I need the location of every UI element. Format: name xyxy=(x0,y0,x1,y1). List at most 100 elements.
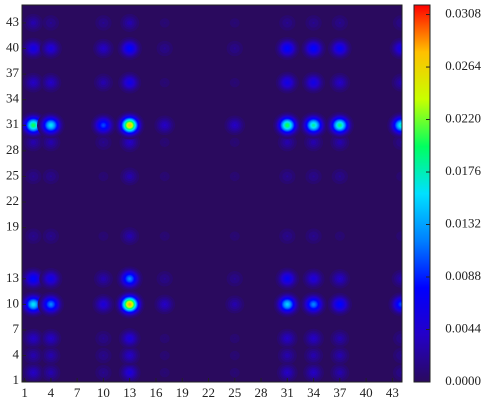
heat-cell xyxy=(387,112,402,139)
heat-cell xyxy=(42,15,60,31)
heat-cell xyxy=(95,134,112,151)
heat-peak xyxy=(286,81,289,84)
heat-cell xyxy=(41,363,61,382)
heat-peak xyxy=(102,47,105,50)
heat-peak xyxy=(128,141,131,144)
heat-peak xyxy=(102,371,105,374)
heat-cell xyxy=(159,350,170,361)
colorbar-tick-label: 0.0044 xyxy=(445,320,481,335)
heat-cell xyxy=(329,268,351,289)
heat-peak xyxy=(32,337,35,340)
heat-peak xyxy=(399,81,402,84)
heat-peak xyxy=(163,337,166,340)
heat-cell xyxy=(302,268,325,290)
y-tick-label: 34 xyxy=(6,91,20,106)
y-tick-label: 37 xyxy=(6,65,20,80)
heat-cell xyxy=(229,333,240,344)
heat-cell xyxy=(396,231,402,241)
heat-peak xyxy=(32,21,35,25)
heat-peak xyxy=(163,21,166,25)
heat-cell xyxy=(330,329,350,348)
heat-cell xyxy=(272,111,302,139)
plot-background xyxy=(22,5,402,382)
heat-cell xyxy=(225,295,245,314)
heat-cell xyxy=(114,290,145,319)
heat-peak xyxy=(286,337,289,340)
heat-cell xyxy=(90,113,117,138)
heat-cell xyxy=(159,77,170,88)
heat-level xyxy=(396,137,402,148)
heat-peak xyxy=(102,81,105,84)
heat-peak xyxy=(49,21,53,25)
heat-peak xyxy=(163,175,166,178)
heat-peak xyxy=(399,47,402,50)
heat-cell xyxy=(396,171,402,182)
heat-cell xyxy=(275,267,300,291)
x-tick-label: 16 xyxy=(149,385,163,400)
heat-level xyxy=(396,367,402,378)
heat-peak xyxy=(312,175,315,178)
y-tick-label: 4 xyxy=(13,347,20,362)
heat-cell xyxy=(391,269,402,288)
heat-cell xyxy=(120,167,140,186)
heat-peak xyxy=(49,303,53,306)
heat-peak xyxy=(32,371,35,374)
heat-cell xyxy=(22,328,44,349)
heat-cell xyxy=(95,15,112,31)
heat-cell xyxy=(275,71,299,94)
heat-cell xyxy=(98,171,109,182)
heat-cell xyxy=(300,291,327,317)
heat-peak xyxy=(399,141,402,144)
colorbar xyxy=(413,4,431,383)
heat-cell xyxy=(154,294,176,315)
heat-cell xyxy=(334,231,345,241)
heat-cell xyxy=(25,228,42,244)
heat-cell xyxy=(303,362,325,382)
heat-cell xyxy=(331,168,349,185)
heat-peak xyxy=(163,47,166,50)
heat-cell xyxy=(305,15,322,31)
heat-peak xyxy=(233,337,236,340)
heat-peak xyxy=(102,141,105,144)
heat-cell xyxy=(116,266,143,292)
heat-peak xyxy=(233,81,236,84)
heat-peak xyxy=(163,277,166,280)
heat-cell xyxy=(275,36,300,61)
heat-peak xyxy=(399,277,402,280)
heat-cell xyxy=(325,111,355,139)
heat-peak xyxy=(163,234,166,238)
heat-cell xyxy=(273,291,302,318)
heat-peak xyxy=(286,303,289,306)
heat-peak xyxy=(312,124,315,127)
colorbar-tick-label: 0.0088 xyxy=(445,268,481,283)
heat-cell xyxy=(279,168,296,185)
heat-cell xyxy=(42,228,60,244)
heat-level xyxy=(396,333,402,344)
x-tick-label: 37 xyxy=(333,385,347,400)
heat-cell xyxy=(95,347,112,364)
heat-peak xyxy=(233,277,236,280)
heat-cell xyxy=(299,111,328,139)
heat-peak xyxy=(102,354,105,357)
heat-cell xyxy=(226,271,243,287)
heat-cell xyxy=(39,267,63,290)
heat-peak xyxy=(286,141,289,144)
heat-peak xyxy=(338,21,342,25)
heat-peak xyxy=(128,354,131,357)
heat-peak xyxy=(102,124,105,127)
heat-peak xyxy=(312,81,315,84)
heat-peak xyxy=(128,277,131,280)
heat-peak xyxy=(128,234,131,238)
heat-cell xyxy=(159,333,170,344)
heat-peak xyxy=(49,354,53,357)
colorbar-tick-label: 0.0264 xyxy=(445,58,481,73)
heat-peak xyxy=(399,21,402,25)
heat-cell xyxy=(92,38,114,59)
heat-peak xyxy=(49,124,53,127)
heat-cell xyxy=(22,362,44,382)
heat-peak xyxy=(49,371,53,374)
heat-cell xyxy=(95,364,112,381)
cells xyxy=(22,13,402,382)
heat-cell xyxy=(159,367,170,378)
x-tick-label: 43 xyxy=(386,385,399,400)
